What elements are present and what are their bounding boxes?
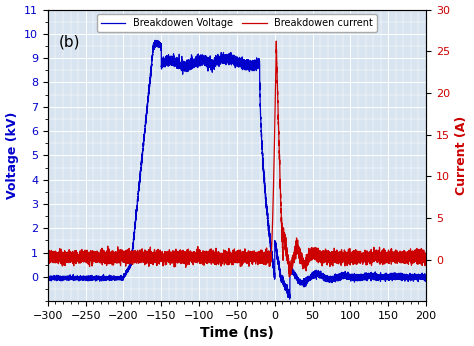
Breakdowen current: [61, 255, 66, 260]
Breakdowen current: [273, 39, 279, 43]
Breakdowen Voltage: [230, 58, 236, 62]
Breakdowen current: [119, 256, 125, 260]
X-axis label: Time (ns): Time (ns): [200, 326, 274, 340]
Breakdowen Voltage: [403, 274, 409, 278]
Line: Breakdowen Voltage: Breakdowen Voltage: [48, 40, 426, 299]
Breakdowen Voltage: [61, 275, 66, 280]
Breakdowen current: [230, 254, 236, 258]
Breakdowen current: [68, 249, 73, 254]
Legend: Breakdowen Voltage, Breakdowen current: Breakdowen Voltage, Breakdowen current: [97, 15, 377, 32]
Breakdowen current: [47, 260, 53, 264]
Text: (b): (b): [59, 34, 81, 49]
Breakdowen Voltage: [423, 275, 429, 279]
Breakdowen Voltage: [68, 275, 73, 280]
Y-axis label: Voltage (kV): Voltage (kV): [6, 112, 18, 199]
Y-axis label: Current (A): Current (A): [456, 116, 468, 195]
Breakdowen Voltage: [152, 38, 158, 42]
Breakdowen Voltage: [119, 275, 125, 279]
Breakdowen Voltage: [45, 274, 51, 279]
Breakdowen Voltage: [287, 297, 292, 301]
Breakdowen current: [423, 259, 429, 263]
Breakdowen current: [45, 250, 51, 254]
Line: Breakdowen current: Breakdowen current: [48, 41, 426, 277]
Breakdowen Voltage: [47, 276, 53, 281]
Breakdowen current: [403, 252, 409, 256]
Breakdowen current: [286, 275, 292, 279]
